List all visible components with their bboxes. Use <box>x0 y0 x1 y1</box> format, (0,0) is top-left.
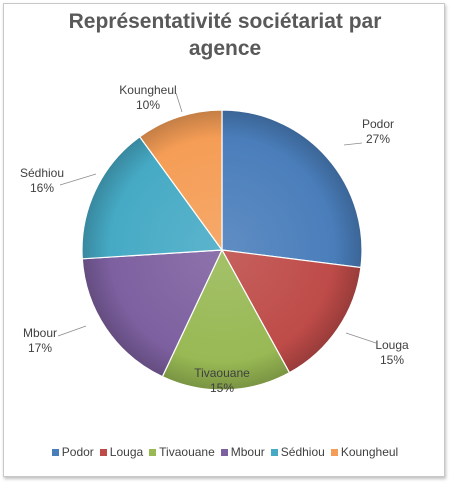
leader-line-podor <box>343 142 363 146</box>
pie-slice-mbour <box>81 249 223 378</box>
legend-label-mbour: Mbour <box>230 445 265 459</box>
leader-line-louga <box>345 332 377 344</box>
legend-label-podor: Podor <box>61 445 94 459</box>
legend-item-tivaouane: Tivaouane <box>149 445 215 459</box>
data-label-value-sédhiou: 16% <box>30 181 54 195</box>
data-label-value-louga: 15% <box>380 353 404 367</box>
chart-legend: Podor Louga Tivaouane Mbour Sédhiou Koungheul <box>0 445 450 459</box>
data-label-name-podor: Podor <box>362 117 394 131</box>
legend-item-mbour: Mbour <box>220 445 265 459</box>
data-label-value-mbour: 17% <box>28 341 52 355</box>
leader-line-koungheul <box>175 92 183 113</box>
pie-slice-koungheul <box>138 109 223 252</box>
data-label-value-koungheul: 10% <box>136 98 160 112</box>
data-label-name-mbour: Mbour <box>23 326 57 340</box>
legend-item-podor: Podor <box>51 445 94 459</box>
legend-label-tivaouane: Tivaouane <box>159 445 215 459</box>
leader-line-sédhiou <box>59 173 97 186</box>
pie-slice-tivaouane <box>161 248 291 391</box>
legend-label-koungheul: Koungheul <box>340 445 399 459</box>
data-label-name-louga: Louga <box>375 338 409 352</box>
legend-item-sédhiou: Sédhiou <box>270 445 325 459</box>
legend-swatch-louga <box>99 449 107 456</box>
legend-swatch-mbour <box>220 449 228 456</box>
legend-item-koungheul: Koungheul <box>330 445 399 459</box>
legend-swatch-podor <box>51 449 59 456</box>
chart-title: Représentativité sociétariat par agence <box>68 10 382 60</box>
data-label-name-tivaouane: Tivaouane <box>194 366 250 380</box>
legend-swatch-koungheul <box>330 449 338 456</box>
data-label-value-tivaouane: 15% <box>210 381 234 395</box>
data-label-name-koungheul: Koungheul <box>119 83 176 97</box>
leader-line-mbour <box>57 325 87 337</box>
data-label-name-sédhiou: Sédhiou <box>20 166 64 180</box>
pie-slice-sédhiou <box>81 135 224 260</box>
legend-swatch-tivaouane <box>149 449 157 456</box>
data-label-value-podor: 27% <box>366 132 390 146</box>
legend-swatch-sédhiou <box>270 449 278 456</box>
pie-slice-louga <box>220 249 362 374</box>
legend-label-sédhiou: Sédhiou <box>280 445 325 459</box>
legend-label-louga: Louga <box>109 445 144 459</box>
legend-item-louga: Louga <box>99 445 144 459</box>
pie-slice-podor <box>221 109 363 269</box>
